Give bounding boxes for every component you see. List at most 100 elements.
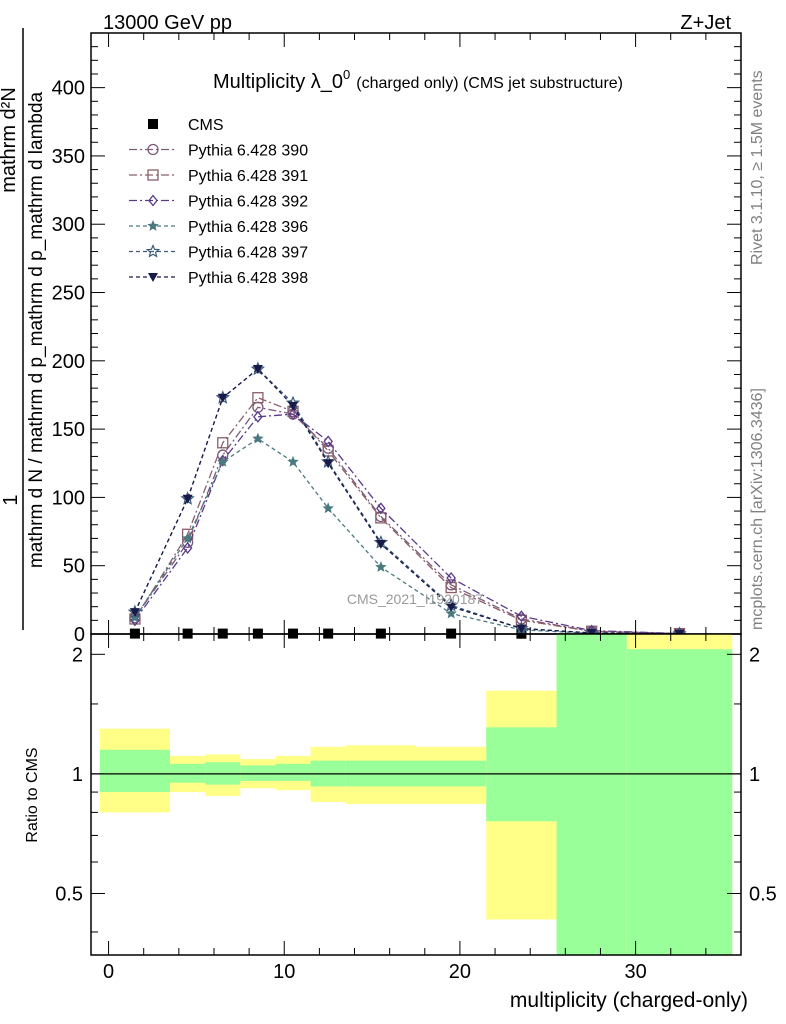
main-y-ticks: 0 50 100 150 200 250 300 350 400 (52, 46, 741, 646)
legend-entry: Pythia 6.428 392 (129, 194, 308, 211)
mcplots-label: mcplots.cern.ch [arXiv:1306.3436] (749, 388, 766, 630)
ratio-y-ticks: 0.5 0.5 1 1 2 2 (55, 644, 777, 933)
legend-entry: Pythia 6.428 391 (129, 168, 308, 185)
main-panel: CMS_2021_I1920187 0 50 100 150 200 250 300 350 4… (52, 32, 742, 646)
legend-entry: Pythia 6.428 397 (129, 243, 308, 262)
ratio-y-tick-label: 1 (72, 764, 83, 786)
data-point (145, 243, 161, 258)
ratio-band-stat (275, 763, 311, 781)
ratio-y-label: Ratio to CMS (24, 747, 41, 842)
y-label-numerator: mathrm d²N (0, 87, 20, 193)
y-tick-label: 100 (52, 487, 85, 509)
ratio-y-tick-label: 0.5 (55, 883, 83, 905)
legend-label: Pythia 6.428 396 (188, 219, 308, 236)
legend-label: Pythia 6.428 390 (188, 143, 308, 160)
x-tick-label: 20 (449, 961, 471, 983)
ratio-panel: 0.5 0.5 1 1 2 2 0 10 20 30 Ratio to CMS multipli… (24, 633, 777, 1012)
data-point (375, 539, 386, 549)
rivet-label: Rivet 3.1.10, ≥ 1.5M events (749, 70, 766, 265)
data-point (147, 220, 159, 231)
data-point (148, 194, 158, 207)
ratio-y-tick-label: 2 (72, 644, 83, 666)
y-tick-label: 50 (63, 556, 85, 578)
data-point (445, 607, 457, 619)
main-ratio-fill (127, 361, 687, 640)
legend-label: CMS (188, 117, 224, 134)
y-tick-label: 150 (52, 419, 85, 441)
legend-entry: Pythia 6.428 398 (129, 270, 308, 287)
series-6 (129, 365, 685, 639)
data-point (129, 608, 140, 618)
legend-label: Pythia 6.428 398 (188, 270, 308, 287)
ratio-plot-frame (90, 633, 742, 956)
data-point (516, 624, 527, 634)
ratio-band-stat (240, 765, 276, 781)
y-tick-label: 250 (52, 283, 85, 305)
legend-entry: Pythia 6.428 390 (129, 143, 308, 160)
header-right-label: Z+Jet (680, 12, 731, 34)
data-point (322, 502, 334, 514)
ratio-y-tick-label: 1 (749, 764, 760, 786)
x-tick-label: 10 (273, 961, 295, 983)
data-point (288, 408, 298, 421)
main-x-ticks (108, 33, 707, 634)
data-point (217, 455, 229, 467)
y-label-one: 1 (0, 494, 22, 505)
data-point (288, 401, 299, 411)
data-point (287, 455, 299, 467)
ratio-y-tick-label: 0.5 (749, 883, 777, 905)
ratio-band-stat (99, 749, 171, 793)
plot-title: Multiplicity λ_00 (charged only) (CMS jet… (213, 67, 623, 93)
series-4 (129, 432, 686, 639)
chart-watermark: CMS_2021_I1920187 (347, 591, 483, 607)
data-point (217, 454, 228, 467)
svg-text:Multiplicity λ_00(charged only: Multiplicity λ_00 (charged only) (CMS jet… (213, 67, 623, 93)
data-point (446, 571, 456, 585)
x-tick-label: 0 (103, 961, 114, 983)
data-point (323, 435, 333, 448)
y-tick-label: 300 (52, 214, 85, 236)
y-tick-label: 0 (74, 624, 85, 646)
data-point (182, 541, 193, 554)
title-main: Multiplicity λ_0 (213, 71, 343, 93)
ratio-band-stat (170, 763, 206, 783)
ratio-band-stat (626, 649, 733, 955)
legend-entry: Pythia 6.428 396 (129, 219, 308, 236)
series-2 (129, 392, 686, 640)
x-axis-label: multiplicity (charged-only) (510, 989, 748, 1012)
data-point (375, 561, 387, 572)
data-point (147, 143, 159, 156)
data-point (130, 614, 140, 627)
legend-label: Pythia 6.428 392 (188, 194, 308, 211)
data-point (181, 532, 194, 544)
data-point (148, 273, 158, 282)
legend-label: Pythia 6.428 397 (188, 245, 308, 262)
data-point (322, 442, 334, 454)
y-tick-label: 200 (52, 351, 85, 373)
y-tick-label: 350 (52, 146, 85, 168)
title-note: (charged only) (CMS jet substructure) (356, 75, 623, 92)
data-point (182, 494, 193, 504)
data-point (323, 459, 334, 469)
data-point (147, 169, 159, 181)
ratio-y-tick-label: 2 (749, 644, 760, 666)
series-line (134, 396, 680, 635)
data-point (252, 432, 264, 444)
y-tick-label: 400 (52, 78, 85, 100)
data-point (376, 502, 386, 515)
data-point (148, 119, 158, 129)
legend-entry: CMS (148, 117, 224, 134)
data-point (446, 602, 457, 612)
title-superscript: 0 (343, 67, 350, 82)
ratio-x-ticks: 0 10 20 30 (103, 634, 707, 983)
header-left-label: 13000 GeV pp (103, 12, 232, 34)
ratio-band-stat (556, 634, 627, 955)
legend-label: Pythia 6.428 391 (188, 168, 308, 185)
data-point (252, 365, 263, 375)
legend: CMS Pythia 6.428 390 Pythia 6.428 391 Pythi… (129, 117, 308, 287)
main-y-axis-label: 1 mathrm d²N mathrm d N / mathrm d p_mat… (0, 28, 47, 630)
data-point (217, 437, 229, 449)
x-tick-label: 30 (624, 961, 646, 983)
data-point (253, 410, 263, 423)
